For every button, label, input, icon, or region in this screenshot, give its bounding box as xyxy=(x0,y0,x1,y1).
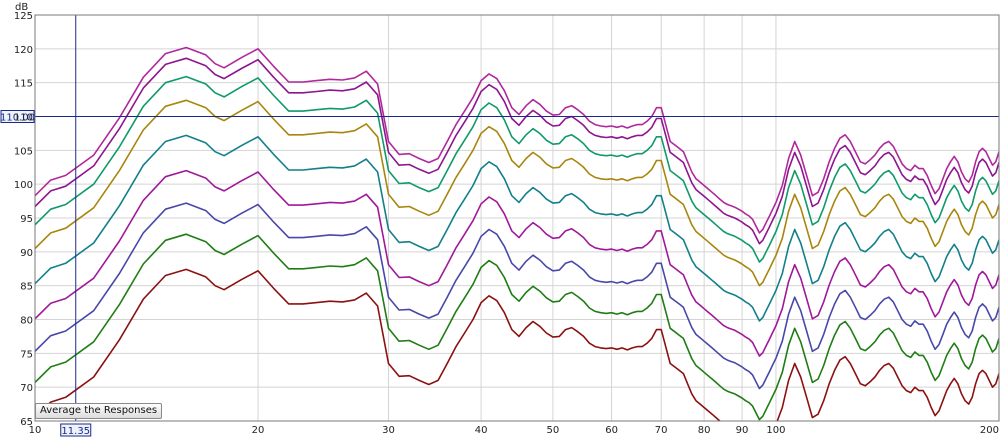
y-tick-label: 110 xyxy=(14,113,33,124)
response-curve-9 xyxy=(35,46,999,234)
response-curve-4 xyxy=(35,169,999,357)
response-curves xyxy=(35,46,999,421)
y-axis-unit-label: dB xyxy=(15,2,28,13)
response-curve-6 xyxy=(35,99,999,287)
x-tick-label: 30 xyxy=(382,425,395,436)
response-curve-5 xyxy=(35,134,999,322)
plot-border xyxy=(34,14,1000,422)
y-tick-label: 120 xyxy=(14,45,33,56)
response-curve-3 xyxy=(35,202,999,390)
y-tick-label: 90 xyxy=(20,248,33,259)
response-curve-7 xyxy=(35,75,999,263)
y-tick-label: 115 xyxy=(14,79,33,90)
y-tick-label: 105 xyxy=(14,146,33,157)
x-tick-label: 60 xyxy=(605,425,618,436)
y-tick-label: 80 xyxy=(20,316,33,327)
x-tick-label: 100 xyxy=(766,425,785,436)
y-tick-label: 100 xyxy=(14,180,33,191)
response-curve-1 xyxy=(35,268,999,421)
x-tick-label: 70 xyxy=(655,425,668,436)
x-tick-label: 200 xyxy=(980,425,999,436)
x-tick-label: 80 xyxy=(698,425,711,436)
gridlines xyxy=(35,15,999,421)
y-tick-label: 95 xyxy=(20,214,33,225)
cursor-y-readout: 110.00 xyxy=(0,113,35,124)
x-tick-label: 20 xyxy=(252,425,265,436)
y-tick-label: 65 xyxy=(20,417,33,428)
x-tick-label: 10 xyxy=(29,425,42,436)
y-tick-label: 125 xyxy=(14,11,33,22)
cursor-x-readout: 11.35 xyxy=(61,426,90,437)
x-tick-label: 50 xyxy=(547,425,560,436)
cursor-crosshair[interactable]: 110.00 11.35 xyxy=(0,15,999,437)
response-curve-2 xyxy=(35,233,999,421)
cursor-y-readout-box xyxy=(0,110,35,123)
x-tick-label: 90 xyxy=(736,425,749,436)
average-responses-button[interactable]: Average the Responses xyxy=(35,403,163,419)
response-curve-8 xyxy=(35,57,999,245)
x-tick-label: 40 xyxy=(475,425,488,436)
y-tick-label: 85 xyxy=(20,282,33,293)
x-axis: 10 20 30 40 50 60 70 80 90 100 200 xyxy=(29,425,999,436)
cursor-x-readout-box xyxy=(60,423,92,437)
y-axis: 65 70 75 80 85 90 95 100 105 110 115 120 125 xyxy=(14,11,33,428)
y-tick-label: 70 xyxy=(20,383,33,394)
y-tick-label: 75 xyxy=(20,349,33,360)
